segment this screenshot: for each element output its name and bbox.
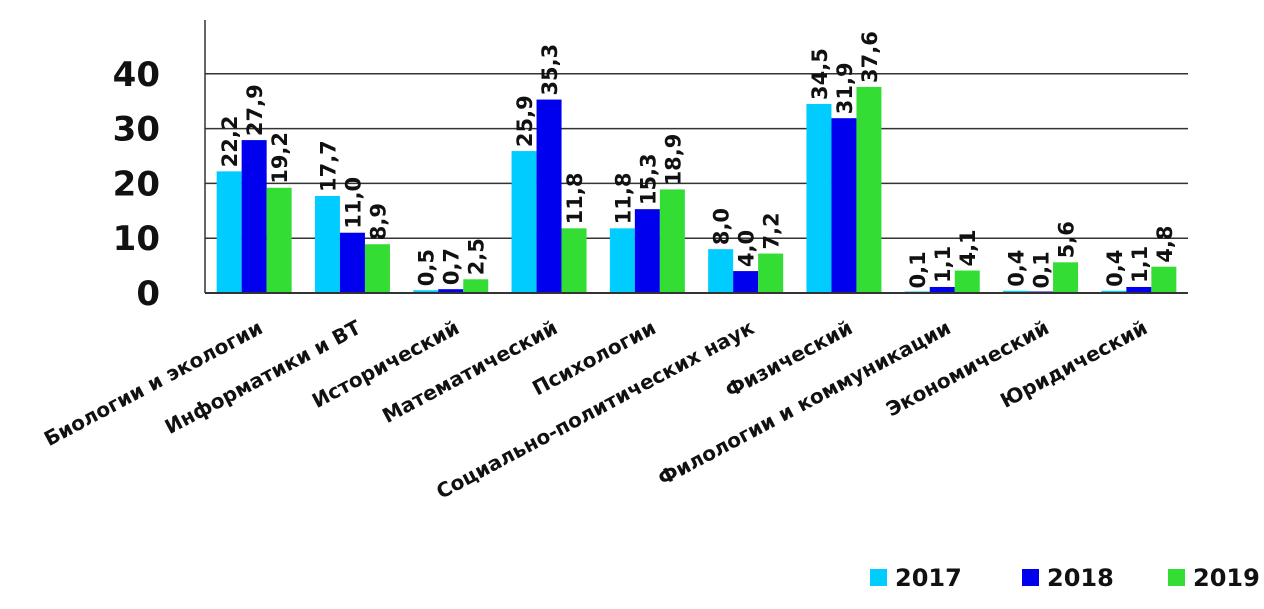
data-label: 8,0 <box>710 208 734 245</box>
legend-swatch-2019 <box>1168 569 1185 586</box>
y-tick-label: 40 <box>113 55 160 95</box>
data-label: 27,9 <box>243 84 267 136</box>
bar-2017 <box>216 171 242 293</box>
bar-2019 <box>364 244 390 293</box>
data-label: 4,1 <box>956 229 980 266</box>
data-label: 0,4 <box>1103 250 1127 287</box>
data-label: 2,5 <box>465 238 489 275</box>
data-label: 1,1 <box>931 246 955 283</box>
data-label: 1,1 <box>1128 246 1152 283</box>
data-label: 22,2 <box>218 116 242 168</box>
data-label: 0,5 <box>415 249 439 286</box>
data-label: 4,8 <box>1153 225 1177 262</box>
y-tick-label: 30 <box>113 110 160 150</box>
data-label: 0,4 <box>1005 250 1029 287</box>
legend-label: 2019 <box>1193 564 1260 592</box>
data-label: 7,2 <box>760 212 784 249</box>
bar-2017 <box>806 103 832 293</box>
data-label: 18,9 <box>661 134 685 186</box>
bar-2018 <box>241 140 267 293</box>
axes <box>204 20 1188 294</box>
bar-2019 <box>561 228 587 293</box>
bar-2018 <box>929 286 955 293</box>
bar-2019 <box>266 187 292 293</box>
bar-2018 <box>339 232 365 293</box>
data-label: 11,0 <box>341 177 365 229</box>
data-label: 19,2 <box>268 132 292 184</box>
data-label: 25,9 <box>513 95 537 147</box>
legend-label: 2018 <box>1047 564 1114 592</box>
bar-2018 <box>1126 286 1152 293</box>
bar-2017 <box>708 249 734 293</box>
bar-2019 <box>659 189 685 293</box>
data-labels: 22,227,919,2 17,711,0 8,9 0,5 0,7 2,5 25,935,3… <box>218 31 1177 288</box>
y-tick-label: 10 <box>113 219 160 259</box>
data-label: 31,9 <box>833 62 857 114</box>
data-label: 5,6 <box>1055 221 1079 258</box>
data-label: 11,8 <box>563 173 587 225</box>
x-tick-label: Экономический <box>882 315 1053 421</box>
data-label: 17,7 <box>316 140 340 192</box>
legend-label: 2017 <box>895 564 962 592</box>
bar-2017 <box>1003 290 1029 293</box>
data-label: 34,5 <box>808 48 832 100</box>
data-label: 4,0 <box>735 230 759 267</box>
bar-2018 <box>438 289 464 293</box>
data-label: 8,9 <box>366 203 390 240</box>
data-label: 11,8 <box>611 173 635 225</box>
data-label: 0,1 <box>906 251 930 288</box>
bars <box>216 86 1177 294</box>
y-tick-label: 20 <box>113 164 160 204</box>
data-label: 37,6 <box>858 31 882 83</box>
bar-2019 <box>1151 266 1177 293</box>
bar-2017 <box>314 196 340 293</box>
y-axis-ticks: 0 10 20 30 40 <box>113 55 160 314</box>
bar-2018 <box>733 271 759 293</box>
bar-2018 <box>831 118 857 293</box>
legend-swatch-2018 <box>1022 569 1039 586</box>
data-label: 35,3 <box>538 44 562 96</box>
data-label: 0,7 <box>440 248 464 285</box>
bar-2018 <box>536 99 562 293</box>
bar-2017 <box>511 151 537 293</box>
grid-lines <box>205 73 1188 239</box>
bar-2017 <box>413 290 439 293</box>
x-tick-label: Математический <box>378 315 561 428</box>
data-label: 0,1 <box>1030 251 1054 288</box>
bar-2019 <box>758 253 784 293</box>
y-tick-label: 0 <box>136 274 160 314</box>
bar-2019 <box>954 270 980 293</box>
bar-2017 <box>609 228 635 293</box>
legend: 2017 2018 2019 <box>870 564 1260 592</box>
bar-2019 <box>1053 262 1079 293</box>
bar-2017 <box>1101 290 1127 293</box>
bar-2019 <box>856 86 882 294</box>
legend-swatch-2017 <box>870 569 887 586</box>
bar-2018 <box>634 209 660 293</box>
data-label: 15,3 <box>636 153 660 205</box>
bar-2019 <box>463 279 489 293</box>
